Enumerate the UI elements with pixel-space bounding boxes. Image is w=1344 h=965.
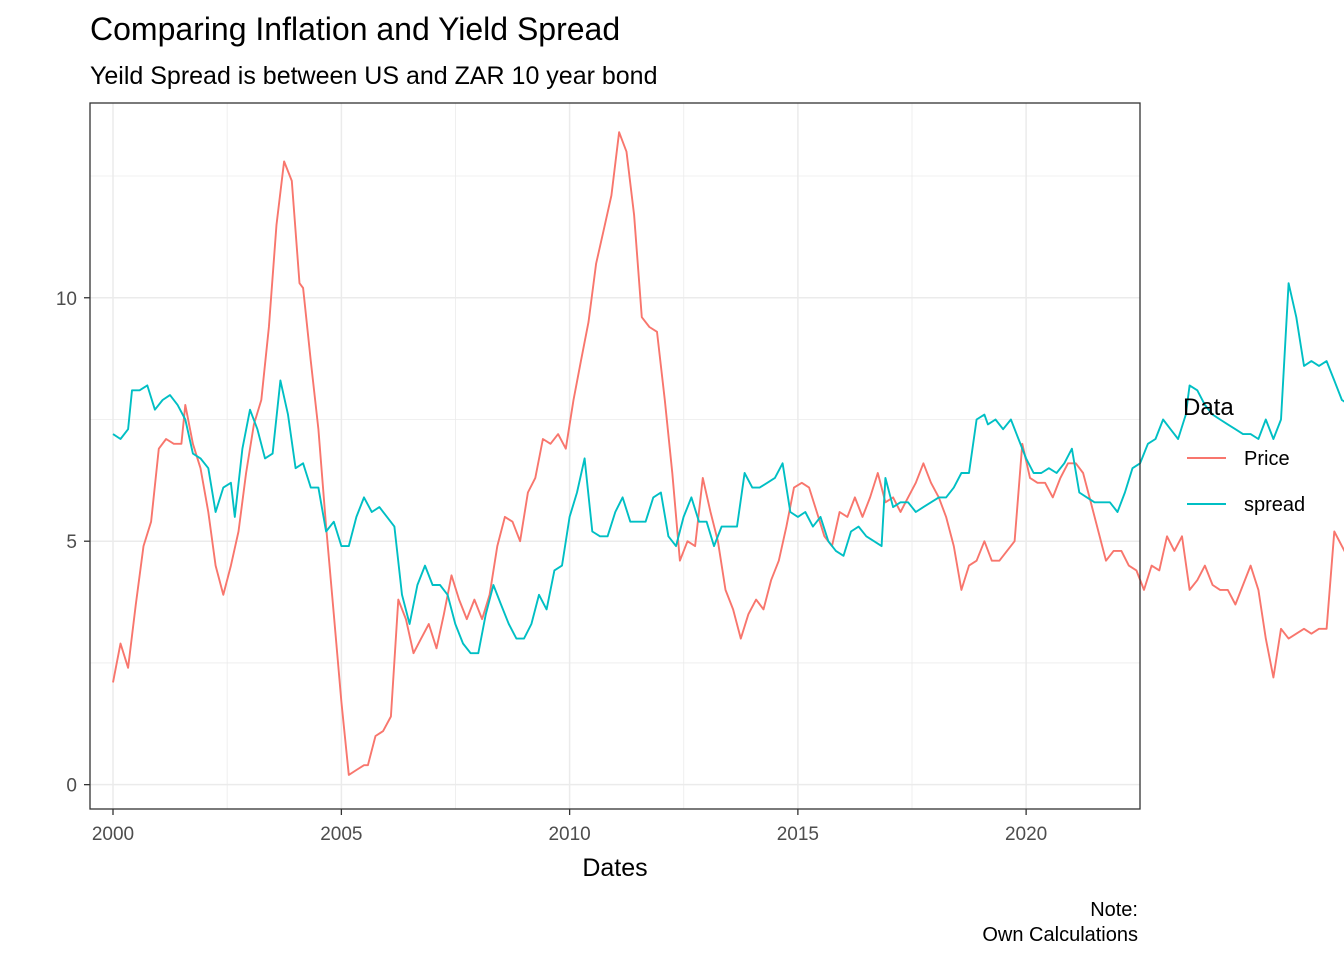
x-tick-label: 2010 (548, 824, 590, 845)
legend-label-spread: spread (1244, 494, 1305, 516)
y-tick-label: 5 (66, 532, 77, 553)
series-layer (112, 131, 1344, 776)
legend: Data Price spread (1183, 394, 1305, 516)
legend-label-price: Price (1244, 448, 1290, 470)
caption-note: Note: (1090, 899, 1138, 921)
chart-title: Comparing Inflation and Yield Spread (90, 11, 620, 47)
x-axis: 2000 2005 2010 2015 2020 (92, 809, 1047, 845)
chart-subtitle: Yeild Spread is between US and ZAR 10 ye… (90, 62, 658, 90)
series-line-spread (112, 282, 1344, 655)
legend-title: Data (1183, 394, 1234, 421)
minor-grid (90, 103, 1140, 809)
x-axis-title: Dates (582, 854, 647, 882)
x-tick-label: 2015 (777, 824, 819, 845)
x-tick-label: 2000 (92, 824, 134, 845)
panel-border (89, 102, 1141, 810)
legend-items: Price spread (1187, 448, 1305, 516)
major-grid (90, 103, 1140, 809)
x-tick-label: 2005 (320, 824, 362, 845)
y-axis: 0 5 10 (56, 289, 90, 797)
y-tick-label: 10 (56, 289, 77, 310)
series-line-price (112, 131, 1344, 776)
x-tick-label: 2020 (1005, 824, 1047, 845)
y-tick-label: 0 (66, 776, 77, 797)
caption-source: Own Calculations (982, 924, 1138, 946)
